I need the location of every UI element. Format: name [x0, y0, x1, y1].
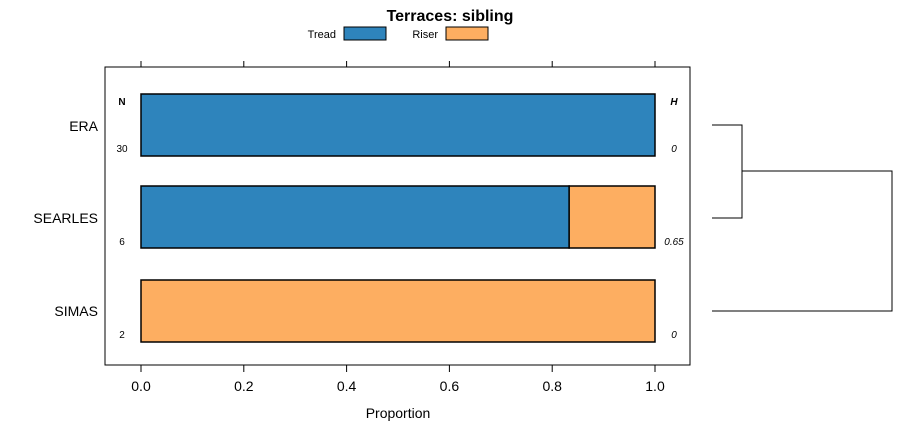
h-value-searles: 0.65 — [664, 237, 684, 248]
category-label-era: ERA — [69, 118, 98, 134]
x-tick-label: 0.2 — [234, 378, 254, 394]
bar-searles-tread — [140, 185, 570, 249]
x-tick-label: 0.8 — [542, 378, 562, 394]
legend-label-riser: Riser — [412, 29, 438, 41]
dendrogram-branch-era-searles — [712, 124, 743, 219]
n-value-era: 30 — [116, 144, 128, 155]
legend-label-tread: Tread — [308, 29, 336, 41]
dendrogram — [712, 124, 893, 312]
category-label-simas: SIMAS — [54, 303, 98, 319]
legend-swatch-tread — [343, 26, 387, 41]
h-header: H — [670, 97, 678, 108]
n-header: N — [118, 97, 125, 108]
bar-searles-riser — [568, 185, 656, 249]
dendrogram-branch-root — [712, 170, 893, 312]
x-tick-label: 1.0 — [645, 378, 665, 394]
x-tick-label: 0.0 — [131, 378, 151, 394]
x-axis-title: Proportion — [366, 405, 431, 421]
legend-swatch-riser — [445, 26, 489, 41]
category-label-searles: SEARLES — [33, 210, 98, 226]
bar-era-tread — [140, 93, 656, 157]
x-tick-label: 0.6 — [440, 378, 460, 394]
n-value-searles: 6 — [119, 237, 125, 248]
x-tick-label: 0.4 — [337, 378, 357, 394]
legend: Tread Riser — [308, 26, 489, 41]
n-value-simas: 2 — [119, 330, 125, 341]
bars-group — [140, 93, 656, 343]
h-value-simas: 0 — [671, 330, 677, 341]
plot-frame — [104, 66, 691, 366]
chart-title: Terraces: sibling — [387, 8, 514, 25]
x-axis: 0.0 0.2 0.4 0.6 0.8 1.0 — [131, 61, 665, 394]
bar-simas-riser — [140, 279, 656, 343]
h-value-era: 0 — [671, 144, 677, 155]
